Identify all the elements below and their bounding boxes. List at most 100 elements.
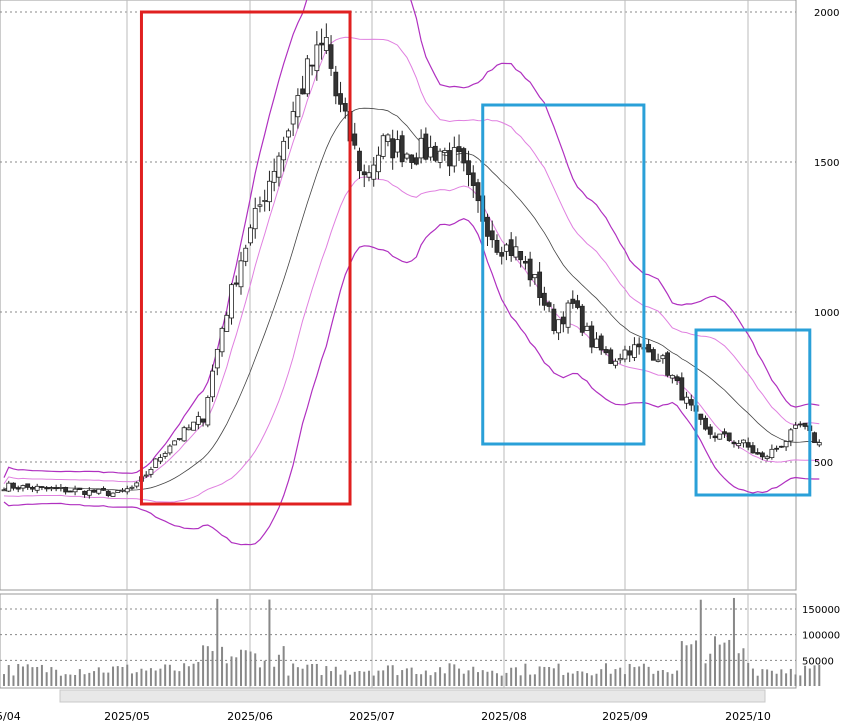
candle-body [267,180,272,203]
volume-bar [130,673,133,686]
volume-bar [434,672,437,686]
candle-body [788,429,794,442]
volume-bar [415,673,418,686]
candle-body [423,133,429,160]
volume-bar [770,670,773,686]
candle-body [409,154,415,163]
candle-body [750,445,756,454]
volume-bar [695,640,698,686]
volume-bar [26,664,29,686]
volume-bar [40,664,43,686]
volume-bar [74,674,77,686]
scrollbar[interactable] [59,689,766,703]
volume-bar [391,665,394,686]
volume-bar [405,668,408,686]
candle-body [30,486,35,490]
candle-body [504,244,509,252]
volume-bar [202,645,205,686]
volume-bar [97,667,100,686]
candle [20,484,26,492]
volume-bar [83,674,86,686]
candle-body [124,488,130,493]
volume-bar [424,670,427,686]
volume-bar [296,667,299,686]
volume-bar [794,674,797,686]
volume-bar [168,664,171,686]
candle-body [319,42,324,46]
candle-body [352,133,358,146]
candle [390,129,396,170]
candle-body [390,138,396,159]
volume-bar [116,666,119,686]
candle-body [622,349,628,360]
lower-band-2 [3,218,820,546]
candle-body [655,359,661,362]
volume-bar [742,648,745,686]
volume-bar [221,646,224,686]
x-tick-label: 2025/10 [725,710,771,723]
candle [86,487,92,499]
candle [532,273,538,285]
volume-bar [382,670,385,686]
volume-bar [429,675,432,686]
volume-bar [12,675,15,686]
volume-bar [628,663,631,686]
volume-bar [249,651,252,686]
volume-bar [443,673,446,686]
candle-body [674,376,680,382]
candle-body [210,370,215,398]
candle [96,488,102,495]
candle [546,300,552,313]
volume-bar [135,672,138,686]
candle [669,374,675,384]
candle-body [442,150,448,153]
candle [523,255,528,270]
candle [598,333,604,355]
volume-bar [818,664,821,686]
volume-bar [17,664,20,686]
volume-bar [349,674,352,686]
volume-bar [64,674,67,686]
volume-bar [671,673,674,686]
volume-bar [524,663,527,686]
volume-bar [680,641,683,686]
candle-body [120,489,125,492]
candle [338,81,343,113]
candle-body [466,160,471,176]
candle [115,490,121,493]
candle [120,487,125,493]
volume-bar [216,598,219,686]
candle-body [527,258,533,281]
candle-body [243,247,249,262]
volume-tick-label: 50000 [802,656,834,667]
volume-bar [510,667,513,686]
candle [271,158,277,192]
volume-bar [505,672,508,686]
candle-body [722,431,727,435]
volume-bar [623,674,626,686]
candle-body [15,487,21,490]
y-tick-label: 2000 [814,8,839,19]
grid-lines [0,0,796,688]
candle-body [238,260,244,288]
volume-bar [472,666,475,686]
candle [774,445,780,452]
volume-bar [690,644,693,686]
candle [636,337,642,355]
volume-bar [789,668,792,686]
candle-body [162,452,168,457]
candle [6,480,12,493]
candle-body [290,111,296,125]
candle [399,130,405,168]
volume-bar [500,675,503,686]
candle-body [556,319,561,334]
candle [513,236,519,261]
volume-bar [88,672,91,686]
candle [783,440,789,451]
candle [300,75,306,95]
candle [124,485,130,495]
candle-body [688,399,694,406]
candle [39,486,45,491]
x-tick-label: 2025/07 [349,710,395,723]
candle-body [816,442,822,446]
